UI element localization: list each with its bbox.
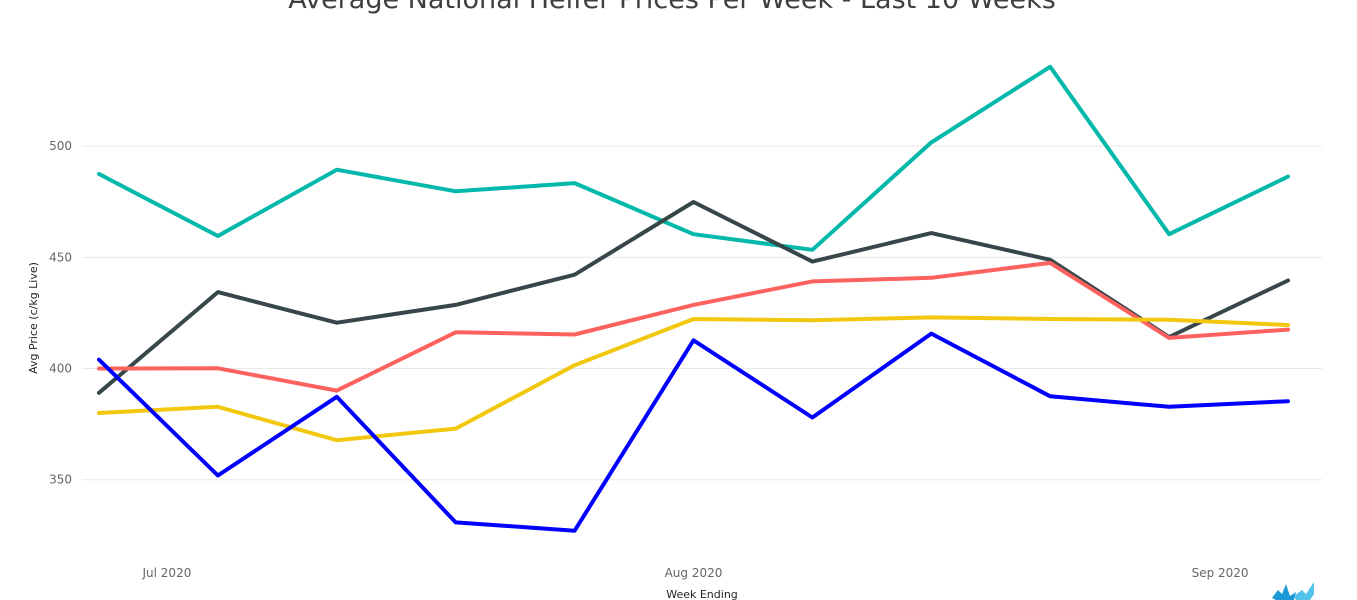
series-line-4: [97, 315, 1290, 443]
x-tick-label: Jul 2020: [142, 566, 192, 580]
logo-right-shape: [1294, 582, 1314, 600]
gridlines: [82, 145, 1322, 481]
y-tick-label: 500: [49, 139, 72, 153]
x-tick-label: Aug 2020: [665, 566, 723, 580]
logo-left-shape: [1272, 584, 1296, 600]
y-tick-label: 350: [49, 473, 72, 487]
series-line-5: [97, 331, 1290, 533]
series-line-1: [97, 64, 1290, 252]
series-lines: [97, 64, 1290, 533]
chart-title: Average National Heifer Prices Per Week …: [288, 0, 1056, 15]
series-line-3: [97, 260, 1290, 393]
y-tick-label: 450: [49, 250, 72, 264]
logo-icon: [1272, 582, 1314, 600]
x-axis-ticks: Jul 2020 Aug 2020 Sep 2020: [142, 566, 1249, 580]
y-tick-label: 400: [49, 362, 72, 376]
y-axis-ticks: 350 400 450 500: [49, 139, 72, 487]
series-line-2: [97, 200, 1290, 395]
x-tick-label: Sep 2020: [1192, 566, 1249, 580]
x-axis-title: Week Ending: [666, 588, 738, 600]
y-axis-title: Avg Price (c/kg Live): [27, 262, 40, 374]
